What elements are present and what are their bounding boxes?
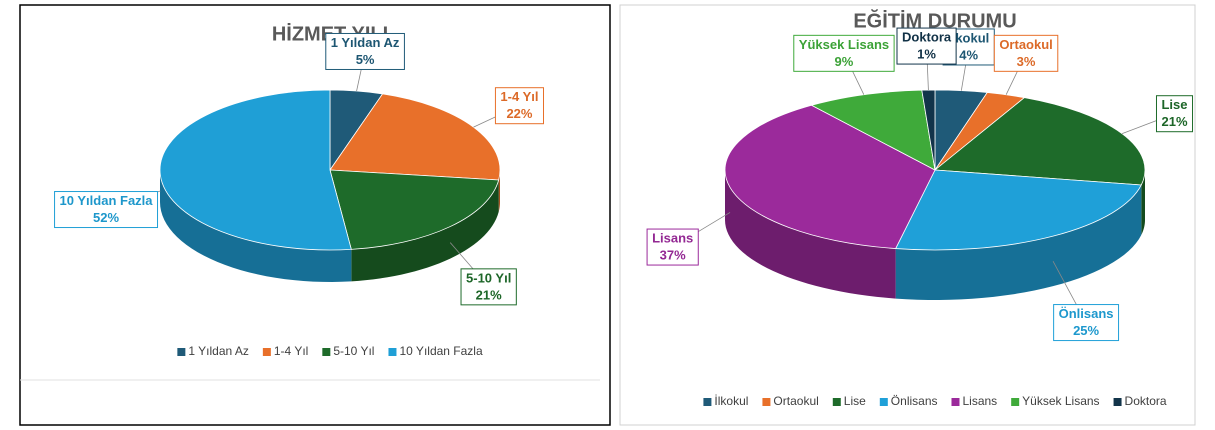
label-name: İlkokul — [948, 30, 989, 45]
slice — [724, 104, 936, 250]
slice-side — [895, 184, 1142, 300]
label-value: 37% — [660, 247, 686, 262]
label-value: 25% — [1073, 323, 1099, 338]
label-name: 10 Yıldan Fazla — [60, 193, 154, 208]
legend-label: Lisans — [962, 394, 997, 408]
legend-label: 1 Yıldan Az — [188, 344, 249, 358]
legend-swatch — [879, 398, 888, 406]
label-box — [460, 268, 517, 306]
label-name: 1-4 Yıl — [500, 89, 538, 104]
slice — [329, 93, 501, 181]
legend-swatch — [1011, 398, 1020, 406]
legend-label: Önlisans — [891, 394, 938, 408]
label-box — [1155, 95, 1194, 133]
slice-side — [498, 170, 500, 213]
label-name: Yüksek Lisans — [799, 37, 889, 52]
label-value: 5% — [356, 52, 375, 67]
label-value: 9% — [835, 54, 854, 69]
label-box — [646, 228, 699, 266]
legend-swatch — [177, 348, 186, 356]
label-box — [993, 34, 1059, 72]
slice — [933, 97, 1146, 186]
legend-label: İlkokul — [714, 394, 748, 408]
label-box — [54, 191, 159, 229]
label-name: Lise — [1161, 97, 1187, 112]
label-box — [1053, 304, 1120, 342]
label-box — [494, 87, 544, 125]
label-box — [793, 34, 895, 72]
slice — [921, 89, 936, 171]
label-box — [896, 27, 957, 65]
slice — [329, 169, 500, 250]
legend-label: Ortaokul — [773, 394, 818, 408]
legend-label: 1-4 Yıl — [274, 344, 308, 358]
legend-swatch — [762, 398, 771, 406]
label-value: 52% — [93, 210, 119, 225]
legend-label: 10 Yıldan Fazla — [399, 344, 482, 358]
label-value: 4% — [959, 47, 978, 62]
slice-side — [351, 180, 499, 282]
legend-swatch — [951, 398, 960, 406]
legend-label: Yüksek Lisans — [1022, 394, 1099, 408]
legend-label: 5-10 Yıl — [333, 344, 374, 358]
legend: 1 Yıldan Az 1-4 Yıl 5-10 Yıl 10 Yıldan Fazl… — [177, 344, 483, 358]
slice-side — [160, 170, 352, 282]
slice-side — [725, 170, 896, 299]
legend-label: Doktora — [1125, 394, 1167, 408]
slice — [159, 89, 352, 251]
label-name: Lisans — [652, 230, 693, 245]
slice — [895, 169, 1142, 251]
label-name: 5-10 Yıl — [466, 270, 511, 285]
label-value: 22% — [506, 106, 532, 121]
legend: İlkokul Ortaokul Lise Önlisans Lisans Yüksek … — [703, 394, 1167, 408]
legend-swatch — [703, 398, 712, 406]
legend-swatch — [388, 348, 397, 356]
label-name: Önlisans — [1059, 306, 1114, 321]
slice-side — [1141, 170, 1145, 235]
label-name: Doktora — [902, 29, 952, 44]
label-value: 21% — [476, 287, 502, 302]
label-name: Ortaokul — [999, 37, 1052, 52]
slice — [810, 89, 936, 171]
label-box — [325, 32, 405, 70]
label-value: 3% — [1017, 54, 1036, 69]
legend-swatch — [832, 398, 841, 406]
legend-swatch — [1113, 398, 1122, 406]
label-name: 1 Yıldan Az — [331, 35, 400, 50]
label-value: 21% — [1161, 114, 1187, 129]
legend-label: Lise — [844, 394, 866, 408]
legend-swatch — [262, 348, 271, 356]
legend-swatch — [322, 348, 331, 356]
label-value: 1% — [917, 46, 936, 61]
